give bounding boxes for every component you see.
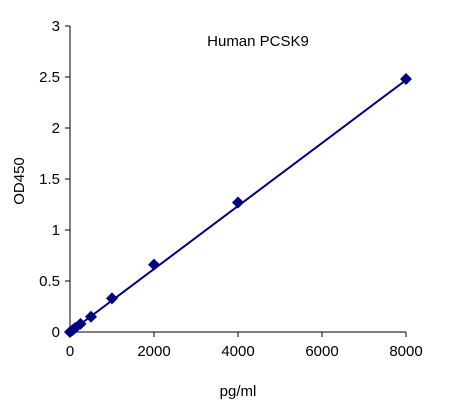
chart-title: Human PCSK9 bbox=[207, 33, 309, 50]
y-tick-label: 1 bbox=[52, 222, 60, 239]
y-tick-label: 0.5 bbox=[39, 273, 60, 290]
x-tick-label: 0 bbox=[66, 343, 74, 360]
data-point bbox=[400, 73, 412, 86]
y-tick-label: 2 bbox=[52, 120, 60, 137]
x-tick-label: 2000 bbox=[137, 343, 170, 360]
data-point bbox=[85, 310, 97, 323]
x-tick-label: 4000 bbox=[221, 343, 254, 360]
x-tick-label: 8000 bbox=[389, 343, 422, 360]
y-tick-label: 0 bbox=[52, 324, 60, 341]
y-tick-label: 1.5 bbox=[39, 171, 60, 188]
data-point bbox=[74, 317, 87, 330]
plot-area: 0 2000 4000 6000 8000 0 0.5 1 1.5 2 2.5 3 bbox=[39, 18, 423, 360]
x-axis-title: pg/ml bbox=[220, 383, 257, 400]
data-point bbox=[106, 292, 118, 305]
y-tick-label: 2.5 bbox=[39, 69, 60, 86]
y-axis-title: OD450 bbox=[11, 157, 28, 205]
data-point bbox=[232, 196, 244, 209]
y-tick-label: 3 bbox=[52, 18, 60, 35]
data-point bbox=[148, 258, 160, 271]
x-tick-label: 6000 bbox=[305, 343, 338, 360]
